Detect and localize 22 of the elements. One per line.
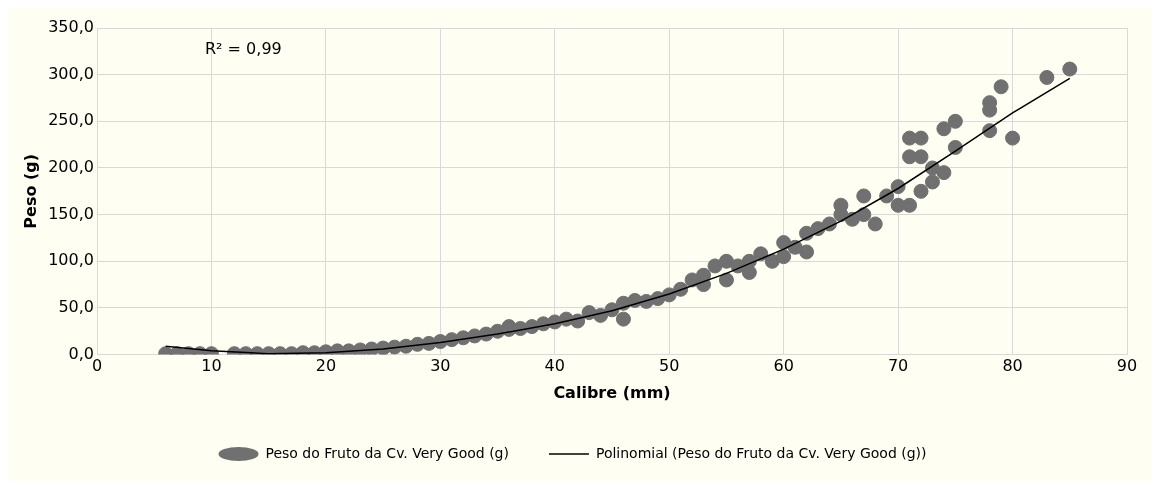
y-tick-label: 150,0 bbox=[48, 203, 94, 223]
x-tick-label: 70 bbox=[887, 356, 909, 376]
x-tick-label: 10 bbox=[201, 356, 222, 376]
y-tick-label: 300,0 bbox=[48, 63, 94, 83]
x-tick-label: 80 bbox=[1002, 356, 1023, 376]
y-tick-label: 350,0 bbox=[48, 17, 94, 37]
legend-label: Peso do Fruto da Cv. Very Good (g) bbox=[265, 444, 509, 461]
x-tick-label: 20 bbox=[315, 356, 337, 376]
y-tick-label: 50,0 bbox=[58, 297, 94, 317]
legend-label: Polinomial (Peso do Fruto da Cv. Very Good (g)) bbox=[595, 444, 927, 461]
x-axis-title: Calibre (mm) bbox=[553, 382, 671, 402]
x-tick-label: 60 bbox=[773, 356, 794, 376]
annotation: R² = 0,99 bbox=[205, 39, 282, 59]
x-tick-label: 90 bbox=[1116, 356, 1138, 376]
y-axis-title: Peso (g) bbox=[20, 153, 40, 229]
y-tick-label: 100,0 bbox=[48, 250, 94, 270]
x-tick-label: 50 bbox=[659, 356, 680, 376]
y-tick-label: 200,0 bbox=[48, 157, 94, 177]
y-tick-label: 0,0 bbox=[68, 343, 94, 363]
x-tick-label: 40 bbox=[544, 356, 565, 376]
y-tick-label: 250,0 bbox=[48, 110, 94, 130]
x-tick-label: 30 bbox=[430, 356, 451, 376]
